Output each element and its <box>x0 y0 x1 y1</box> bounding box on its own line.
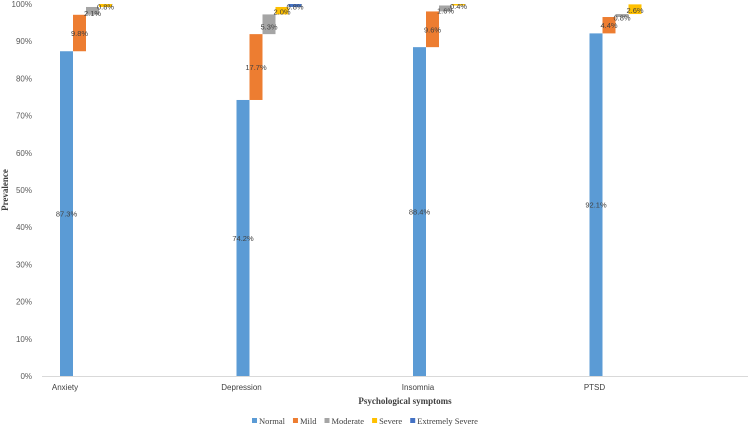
x-tick-label: Insomnia <box>402 383 435 392</box>
legend-swatch <box>252 418 257 423</box>
legend-label: Mild <box>300 416 317 426</box>
bar-severe <box>452 4 465 6</box>
data-label: 87.3% <box>56 210 78 219</box>
bar-severe <box>275 6 289 15</box>
bar-mild <box>73 14 86 52</box>
bar-normal <box>60 51 73 377</box>
data-label: 88.4% <box>409 208 431 217</box>
data-label: 2.1% <box>84 9 101 18</box>
legend-swatch <box>410 418 416 423</box>
x-axis-title: Psychological symptoms <box>358 396 452 406</box>
bars <box>60 4 642 377</box>
data-label: 0.8% <box>97 2 114 11</box>
y-axis-ticks: 0% 10% 20% 30% 40% 50% 60% 70% 80% 90% 100% <box>12 0 32 381</box>
data-labels: 87.3%9.8%2.1%0.8%74.2%17.7%5.3%2.0%0.8%8… <box>56 2 644 243</box>
legend: Normal Mild Moderate Severe Extremely Severe <box>252 416 478 426</box>
data-label: 4.4% <box>600 21 617 30</box>
bar-moderate <box>262 14 276 35</box>
legend-label: Normal <box>259 416 286 426</box>
bar-normal <box>413 47 426 376</box>
legend-swatch <box>292 418 298 423</box>
y-tick-label: 60% <box>16 149 32 158</box>
y-tick-label: 0% <box>20 372 32 381</box>
data-label: 2.6% <box>626 6 643 15</box>
y-axis-title: Prevalence <box>0 169 10 211</box>
y-tick-label: 100% <box>12 0 32 9</box>
bar-extremely-severe <box>288 4 302 7</box>
data-label: 9.6% <box>424 25 441 34</box>
y-tick-label: 30% <box>16 260 32 269</box>
x-tick-label: Depression <box>221 383 261 392</box>
y-tick-label: 70% <box>16 112 32 121</box>
bar-normal <box>236 99 250 376</box>
bar-mild <box>602 17 616 34</box>
legend-label: Severe <box>379 416 402 426</box>
legend-label: Extremely Severe <box>417 416 478 426</box>
y-tick-label: 90% <box>16 37 32 46</box>
data-label: 9.8% <box>71 29 88 38</box>
x-axis-categories: Anxiety Depression Insomnia PTSD <box>52 383 606 392</box>
y-tick-label: 80% <box>16 74 32 83</box>
legend-swatch <box>324 418 330 423</box>
data-label: 5.3% <box>260 22 277 31</box>
y-tick-label: 10% <box>16 335 32 344</box>
bar-severe <box>628 4 642 15</box>
data-label: 2.0% <box>273 8 290 17</box>
bar-mild <box>426 11 439 48</box>
data-label: 1.6% <box>437 6 454 15</box>
legend-label: Moderate <box>332 416 365 426</box>
data-label: 0.4% <box>450 2 467 11</box>
data-label: 74.2% <box>232 234 254 243</box>
data-label: 92.1% <box>585 201 607 210</box>
y-tick-label: 40% <box>16 223 32 232</box>
bar-moderate <box>615 14 629 18</box>
x-tick-label: Anxiety <box>52 383 78 392</box>
y-tick-label: 20% <box>16 298 32 307</box>
bar-normal <box>589 33 603 376</box>
data-label: 0.8% <box>286 2 303 11</box>
x-tick-label: PTSD <box>584 383 606 392</box>
y-tick-label: 50% <box>16 186 32 195</box>
data-label: 0.8% <box>613 14 630 23</box>
bar-severe <box>99 4 112 7</box>
data-label: 17.7% <box>245 63 267 72</box>
bar-moderate <box>439 5 452 12</box>
bar-moderate <box>86 6 99 15</box>
legend-swatch <box>372 418 378 423</box>
bar-mild <box>249 34 263 100</box>
